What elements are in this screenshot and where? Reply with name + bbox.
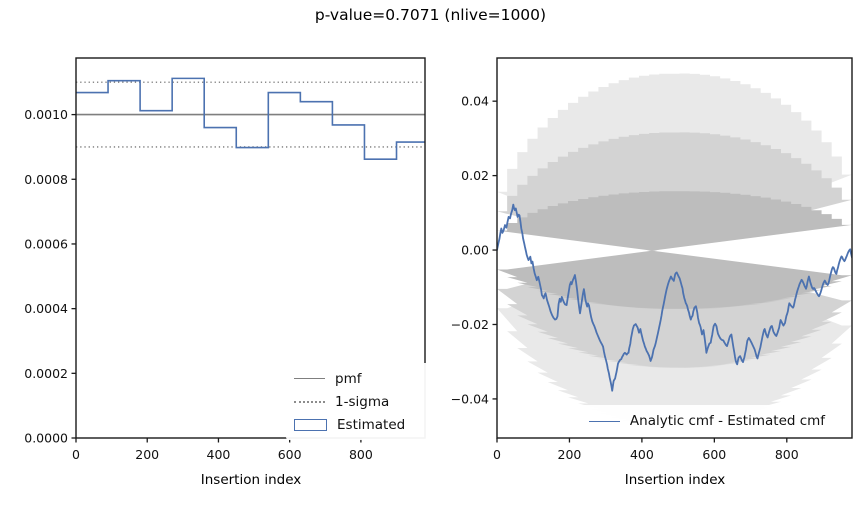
legend-item-1sigma: 1-sigma — [294, 392, 432, 412]
legend-cmf-panel: Analytic cmf - Estimated cmf — [563, 405, 851, 437]
legend-item-estimated: Estimated — [294, 415, 432, 435]
x-tick-label: 800 — [775, 447, 799, 462]
estimated-patch-swatch — [294, 418, 327, 431]
legend-label-pmf: pmf — [335, 370, 362, 387]
xlabel-insertion-index-left: Insertion index — [200, 472, 302, 488]
cmf-line-swatch — [588, 420, 620, 422]
x-tick-label: 400 — [630, 447, 654, 462]
y-tick-label: 0.0004 — [24, 301, 68, 316]
pmf-line-swatch — [294, 378, 325, 379]
y-tick-label: 0.0002 — [24, 366, 68, 381]
axes-spine-right — [496, 57, 853, 439]
confidence-band-1sigma — [497, 191, 852, 309]
confidence-band-2sigma — [497, 132, 852, 368]
xlabel-insertion-index-right: Insertion index — [624, 472, 726, 488]
y-tick-label: 0.0006 — [24, 236, 68, 251]
cmf-panel-content — [497, 73, 852, 427]
x-tick-label: 0 — [72, 447, 80, 462]
y-tick-label: −0.04 — [451, 391, 489, 406]
x-tick-label: 600 — [702, 447, 726, 462]
y-tick-label: 0.00 — [461, 243, 489, 258]
y-tick-label: 0.0008 — [24, 172, 68, 187]
y-tick-label: 0.04 — [461, 94, 489, 109]
confidence-band-3sigma — [497, 73, 852, 427]
x-tick-label: 200 — [558, 447, 582, 462]
legend-pmf-panel: pmf 1-sigma Estimated — [286, 363, 432, 440]
x-tick-label: 0 — [493, 447, 501, 462]
y-tick-label: 0.0000 — [24, 431, 68, 446]
x-tick-label: 800 — [349, 447, 373, 462]
estimated-step-line — [76, 77, 425, 161]
legend-item-pmf: pmf — [294, 369, 432, 389]
y-tick-label: 0.0010 — [24, 107, 68, 122]
cmf-difference-line — [497, 203, 852, 392]
x-tick-label: 200 — [135, 447, 159, 462]
figure-title: p-value=0.7071 (nlive=1000) — [314, 6, 547, 24]
legend-label-1sigma: 1-sigma — [335, 393, 390, 410]
axes-spine-left — [75, 57, 426, 439]
x-tick-label: 400 — [207, 447, 231, 462]
legend-label-estimated: Estimated — [337, 416, 406, 433]
legend-item-cmf-difference: Analytic cmf - Estimated cmf — [563, 411, 851, 431]
sigma-line-swatch — [294, 400, 325, 403]
y-tick-label: −0.02 — [451, 317, 489, 332]
y-tick-label: 0.02 — [461, 168, 489, 183]
x-tick-label: 600 — [278, 447, 302, 462]
legend-label-cmf-difference: Analytic cmf - Estimated cmf — [629, 413, 826, 429]
